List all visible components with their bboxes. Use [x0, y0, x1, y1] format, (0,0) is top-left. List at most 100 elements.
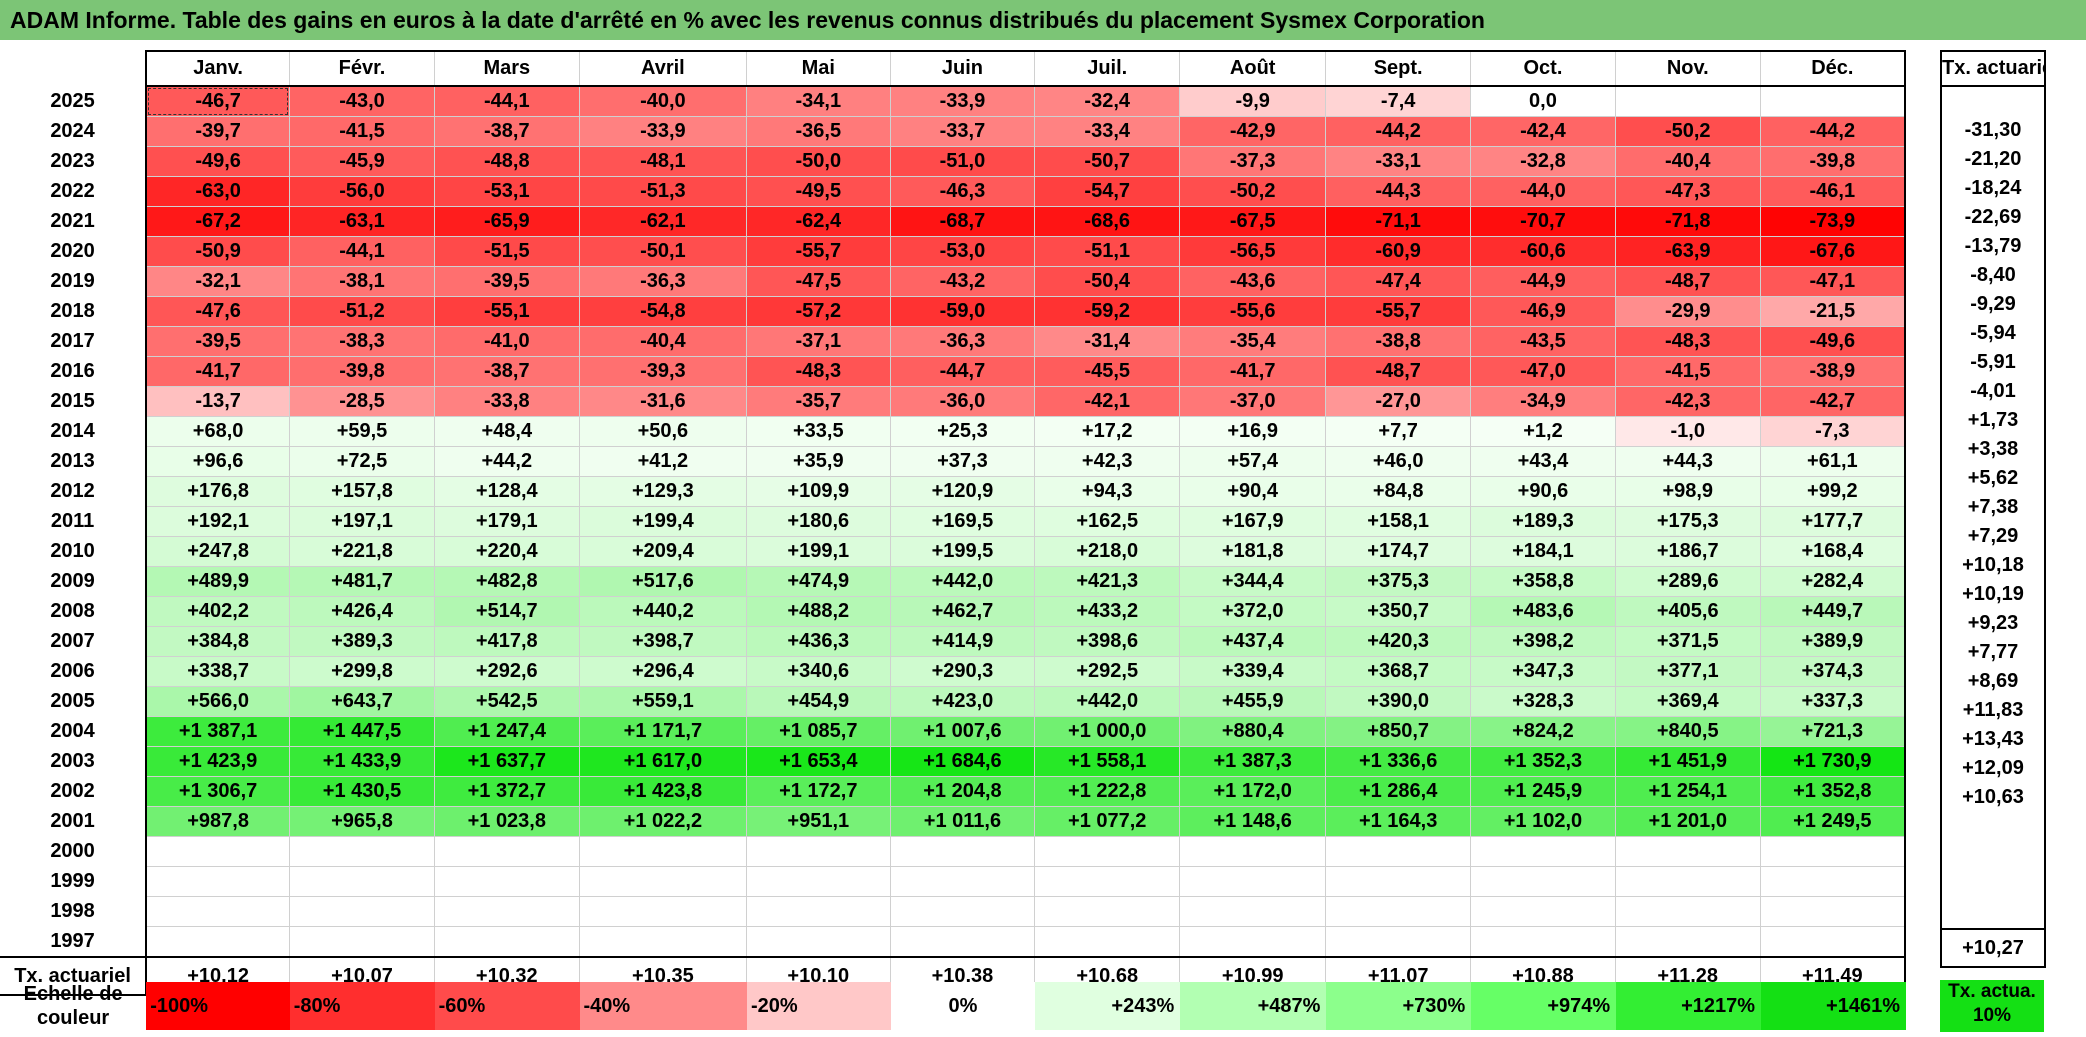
gain-cell[interactable]: +1 249,5: [1759, 806, 1906, 837]
gain-cell[interactable]: -33,9: [889, 85, 1036, 117]
gain-cell[interactable]: +339,4: [1179, 656, 1327, 687]
gain-cell[interactable]: [578, 926, 748, 958]
annual-rate-cell[interactable]: [1940, 86, 2046, 116]
gain-cell[interactable]: [746, 896, 891, 927]
gain-cell[interactable]: -50,0: [746, 146, 891, 177]
gain-cell[interactable]: +951,1: [746, 806, 891, 837]
gain-cell[interactable]: +199,5: [889, 536, 1036, 567]
gain-cell[interactable]: -44,1: [433, 85, 580, 117]
gain-cell[interactable]: +162,5: [1034, 506, 1181, 537]
gain-cell[interactable]: +421,3: [1034, 566, 1181, 597]
gain-cell[interactable]: [1759, 836, 1906, 867]
gain-cell[interactable]: +1 637,7: [433, 746, 580, 777]
gain-cell[interactable]: [1325, 896, 1472, 927]
gain-cell[interactable]: [1759, 85, 1906, 117]
gain-cell[interactable]: -38,7: [433, 356, 580, 387]
gain-cell[interactable]: -41,0: [433, 326, 580, 357]
gain-cell[interactable]: +347,3: [1470, 656, 1616, 687]
gain-cell[interactable]: -44,3: [1325, 176, 1472, 207]
gain-cell[interactable]: -48,3: [1614, 326, 1761, 357]
gain-cell[interactable]: -33,7: [889, 116, 1036, 147]
gain-cell[interactable]: [289, 926, 435, 958]
gain-cell[interactable]: -33,1: [1325, 146, 1472, 177]
gain-cell[interactable]: +455,9: [1179, 686, 1327, 717]
gain-cell[interactable]: +292,6: [433, 656, 580, 687]
gain-cell[interactable]: +369,4: [1614, 686, 1761, 717]
gain-cell[interactable]: +442,0: [889, 566, 1036, 597]
gain-cell[interactable]: +1 022,2: [578, 806, 748, 837]
gain-cell[interactable]: +218,0: [1034, 536, 1181, 567]
gain-cell[interactable]: -32,8: [1470, 146, 1616, 177]
gain-cell[interactable]: +1 423,8: [578, 776, 748, 807]
gain-cell[interactable]: +120,9: [889, 476, 1036, 507]
gain-cell[interactable]: -51,2: [289, 296, 435, 327]
gain-cell[interactable]: 0,0: [1470, 85, 1616, 117]
gain-cell[interactable]: -57,2: [746, 296, 891, 327]
gain-cell[interactable]: +181,8: [1179, 536, 1327, 567]
gain-cell[interactable]: +1 430,5: [289, 776, 435, 807]
gain-cell[interactable]: -45,5: [1034, 356, 1181, 387]
gain-cell[interactable]: +358,8: [1470, 566, 1616, 597]
gain-cell[interactable]: +375,3: [1325, 566, 1472, 597]
gain-cell[interactable]: +1 011,6: [889, 806, 1036, 837]
gain-cell[interactable]: -49,5: [746, 176, 891, 207]
annual-rate-cell[interactable]: -5,91: [1940, 348, 2046, 377]
gain-cell[interactable]: +46,0: [1325, 446, 1472, 477]
gain-cell[interactable]: +482,8: [433, 566, 580, 597]
gain-cell[interactable]: [145, 896, 291, 927]
gain-cell[interactable]: +1 433,9: [289, 746, 435, 777]
gain-cell[interactable]: -63,0: [145, 176, 291, 207]
gain-cell[interactable]: +98,9: [1614, 476, 1761, 507]
annual-rate-cell[interactable]: -5,94: [1940, 319, 2046, 348]
gain-cell[interactable]: +1 000,0: [1034, 716, 1181, 747]
gain-cell[interactable]: -47,4: [1325, 266, 1472, 297]
gain-cell[interactable]: [1470, 896, 1616, 927]
gain-cell[interactable]: +167,9: [1179, 506, 1327, 537]
gain-cell[interactable]: -40,0: [578, 85, 748, 117]
gain-cell[interactable]: -37,0: [1179, 386, 1327, 417]
gain-cell[interactable]: +1 336,6: [1325, 746, 1472, 777]
gain-cell[interactable]: +987,8: [145, 806, 291, 837]
gain-cell[interactable]: +180,6: [746, 506, 891, 537]
gain-cell[interactable]: -46,9: [1470, 296, 1616, 327]
gain-cell[interactable]: +176,8: [145, 476, 291, 507]
gain-cell[interactable]: -32,1: [145, 266, 291, 297]
gain-cell[interactable]: +59,5: [289, 416, 435, 447]
gain-cell[interactable]: +389,9: [1759, 626, 1906, 657]
gain-cell[interactable]: [1034, 926, 1181, 958]
annual-rate-cell[interactable]: +13,43: [1940, 725, 2046, 754]
annual-rate-cell[interactable]: -22,69: [1940, 203, 2046, 232]
gain-cell[interactable]: +559,1: [578, 686, 748, 717]
gain-cell[interactable]: +1 558,1: [1034, 746, 1181, 777]
gain-cell[interactable]: -68,6: [1034, 206, 1181, 237]
gain-cell[interactable]: -45,9: [289, 146, 435, 177]
gain-cell[interactable]: +398,2: [1470, 626, 1616, 657]
gain-cell[interactable]: +337,3: [1759, 686, 1906, 717]
gain-cell[interactable]: -35,7: [746, 386, 891, 417]
gain-cell[interactable]: +384,8: [145, 626, 291, 657]
gain-cell[interactable]: +292,5: [1034, 656, 1181, 687]
gain-cell[interactable]: +48,4: [433, 416, 580, 447]
gain-cell[interactable]: +33,5: [746, 416, 891, 447]
gain-cell[interactable]: -63,1: [289, 206, 435, 237]
gain-cell[interactable]: [1034, 896, 1181, 927]
gain-cell[interactable]: +44,3: [1614, 446, 1761, 477]
gain-cell[interactable]: +433,2: [1034, 596, 1181, 627]
gain-cell[interactable]: -32,4: [1034, 85, 1181, 117]
gain-cell[interactable]: -60,6: [1470, 236, 1616, 267]
gain-cell[interactable]: -13,7: [145, 386, 291, 417]
gain-cell[interactable]: [1179, 866, 1327, 897]
gain-cell[interactable]: +377,1: [1614, 656, 1761, 687]
gain-cell[interactable]: [1614, 866, 1761, 897]
gain-cell[interactable]: +371,5: [1614, 626, 1761, 657]
gain-cell[interactable]: -36,3: [889, 326, 1036, 357]
gain-cell[interactable]: -55,7: [746, 236, 891, 267]
gain-cell[interactable]: -44,2: [1325, 116, 1472, 147]
gain-cell[interactable]: +1 730,9: [1759, 746, 1906, 777]
gain-cell[interactable]: [746, 926, 891, 958]
gain-cell[interactable]: [433, 896, 580, 927]
gain-cell[interactable]: +420,3: [1325, 626, 1472, 657]
annual-rate-cell[interactable]: [1940, 870, 2046, 899]
gain-cell[interactable]: -65,9: [433, 206, 580, 237]
gain-cell[interactable]: -62,4: [746, 206, 891, 237]
